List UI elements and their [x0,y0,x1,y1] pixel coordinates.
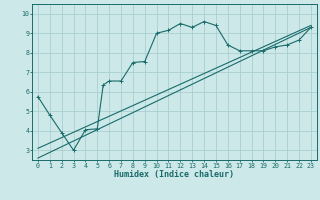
X-axis label: Humidex (Indice chaleur): Humidex (Indice chaleur) [115,170,234,179]
